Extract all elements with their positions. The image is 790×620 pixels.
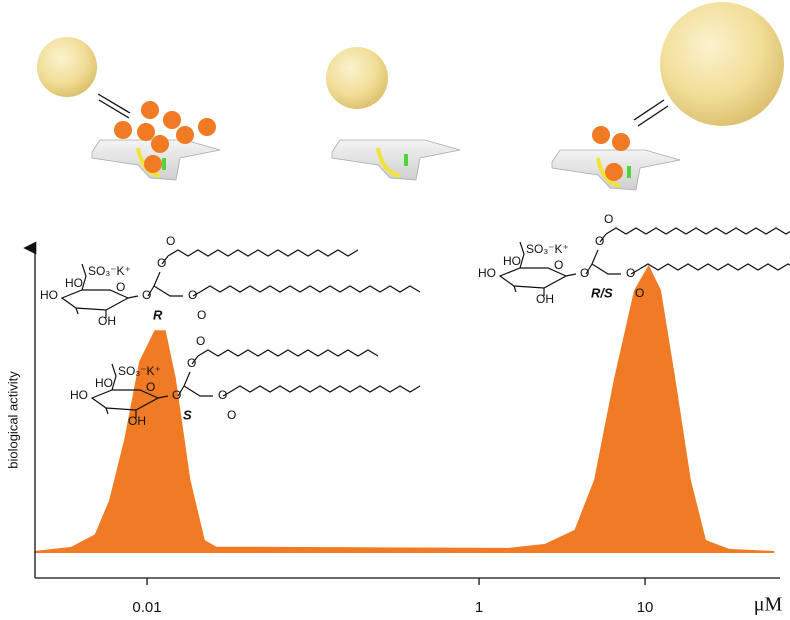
atom-label: O bbox=[188, 288, 197, 302]
x-unit: μM bbox=[754, 594, 783, 616]
structures: SO₃⁻K⁺HOHOOHOOOOOORSO₃⁻K⁺HOHOOHOOOOOOSSO… bbox=[40, 212, 790, 428]
atom-label: OH bbox=[536, 292, 554, 306]
x-tick-label: 0.01 bbox=[132, 599, 161, 616]
atom-label: O bbox=[227, 408, 236, 422]
atom-label: O bbox=[595, 234, 604, 248]
atom-label: O bbox=[116, 280, 125, 294]
activity-area bbox=[34, 264, 775, 553]
atom-label: O bbox=[626, 266, 635, 280]
acyl-chain bbox=[605, 227, 790, 235]
atom-label: O bbox=[604, 212, 613, 226]
acyl-chain bbox=[637, 263, 790, 271]
acyl-chain bbox=[229, 385, 421, 393]
plot: 0.01 1 10 bbox=[23, 241, 780, 616]
illustration-left bbox=[37, 37, 221, 181]
glycerol bbox=[585, 233, 639, 275]
atom-label: O bbox=[142, 288, 151, 302]
atom-label: O bbox=[218, 388, 227, 402]
atom-label: SO₃⁻K⁺ bbox=[88, 264, 131, 278]
sugar-ring bbox=[498, 241, 577, 296]
atom-label: O bbox=[580, 266, 589, 280]
sugar-ring bbox=[90, 363, 169, 418]
atom-label: HO bbox=[95, 376, 113, 390]
atom-label: O bbox=[172, 388, 181, 402]
atom-label: HO bbox=[65, 276, 83, 290]
stereo-label: S bbox=[183, 407, 192, 422]
atom-label: HO bbox=[40, 288, 58, 302]
atom-label: O bbox=[146, 380, 155, 394]
atom-label: O bbox=[196, 334, 205, 348]
atom-label: O bbox=[554, 258, 563, 272]
illustration-middle bbox=[326, 47, 461, 181]
acyl-chain bbox=[197, 349, 379, 357]
atom-label: SO₃⁻K⁺ bbox=[526, 242, 569, 256]
atom-label: O bbox=[166, 234, 175, 248]
atom-label: O bbox=[187, 356, 196, 370]
atom-label: SO₃⁻K⁺ bbox=[118, 364, 161, 378]
atom-label: HO bbox=[478, 266, 496, 280]
atom-label: O bbox=[635, 286, 644, 300]
x-tick-label: 1 bbox=[475, 599, 483, 616]
atom-label: O bbox=[197, 308, 206, 322]
stereo-label: R bbox=[153, 307, 163, 322]
x-tick-label: 10 bbox=[637, 599, 654, 616]
glycerol bbox=[177, 355, 231, 397]
y-axis-label: biological activity bbox=[5, 371, 20, 469]
sugar-ring bbox=[60, 263, 139, 318]
atom-label: OH bbox=[98, 314, 116, 328]
atom-label: HO bbox=[503, 254, 521, 268]
acyl-chain bbox=[167, 249, 359, 257]
illustration-right bbox=[551, 2, 784, 191]
atom-label: HO bbox=[70, 388, 88, 402]
stereo-label: R/S bbox=[591, 285, 613, 300]
atom-label: O bbox=[157, 256, 166, 270]
acyl-chain bbox=[199, 285, 421, 293]
atom-label: OH bbox=[128, 414, 146, 428]
glycerol bbox=[147, 255, 201, 297]
